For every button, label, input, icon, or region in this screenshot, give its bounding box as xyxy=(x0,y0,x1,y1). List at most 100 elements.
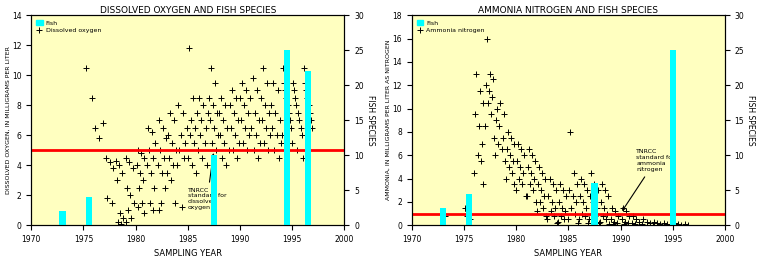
Point xyxy=(439,214,451,218)
Point xyxy=(605,217,617,221)
Point xyxy=(661,222,673,226)
Point xyxy=(123,160,135,164)
Point xyxy=(250,88,263,92)
Point xyxy=(540,176,552,181)
Y-axis label: FISH SPECIES: FISH SPECIES xyxy=(747,95,756,145)
Point xyxy=(101,196,113,200)
Point xyxy=(622,221,634,225)
Point xyxy=(479,83,492,87)
Point xyxy=(476,182,489,186)
Point xyxy=(110,159,122,163)
Point xyxy=(470,112,482,116)
Point xyxy=(253,118,265,122)
Point xyxy=(578,182,590,186)
Point xyxy=(597,206,610,210)
Point xyxy=(513,176,525,181)
Point xyxy=(654,222,666,226)
Point xyxy=(488,136,500,140)
Point xyxy=(277,66,289,70)
Point xyxy=(258,141,270,145)
Point xyxy=(501,130,514,134)
Point xyxy=(301,96,313,100)
Point xyxy=(521,165,533,169)
Point xyxy=(284,118,296,122)
Point xyxy=(113,163,125,167)
Point xyxy=(504,153,516,157)
Point xyxy=(672,222,684,226)
Point xyxy=(260,126,272,130)
Point xyxy=(132,205,144,209)
Point xyxy=(126,216,138,220)
Point xyxy=(575,176,587,181)
Point xyxy=(235,118,247,122)
Point xyxy=(205,66,217,70)
Point xyxy=(289,96,301,100)
X-axis label: SAMPLING YEAR: SAMPLING YEAR xyxy=(534,249,602,258)
Point xyxy=(285,126,298,130)
Point xyxy=(638,217,650,221)
Text: TNRCC
standard for
ammonia
nitrogen: TNRCC standard for ammonia nitrogen xyxy=(622,149,675,210)
Point xyxy=(569,200,581,204)
Point xyxy=(205,141,218,145)
Point xyxy=(196,118,208,122)
Point xyxy=(511,159,524,163)
Point xyxy=(556,206,568,210)
Point xyxy=(149,141,161,145)
Point xyxy=(172,103,184,107)
Point xyxy=(200,163,212,167)
Point xyxy=(549,206,561,210)
Point xyxy=(470,72,482,76)
Point xyxy=(524,182,536,186)
Point xyxy=(594,200,607,204)
Point xyxy=(306,126,318,130)
Point xyxy=(503,165,515,169)
Point xyxy=(530,200,542,204)
Point xyxy=(534,200,546,204)
Point xyxy=(207,103,219,107)
Point xyxy=(154,148,166,152)
Point xyxy=(168,118,180,122)
Point xyxy=(501,147,513,152)
Point xyxy=(267,81,279,85)
Point xyxy=(287,81,299,85)
Point xyxy=(506,171,518,175)
Point xyxy=(209,81,221,85)
Point xyxy=(162,133,174,137)
Point xyxy=(527,188,539,192)
Point xyxy=(231,155,243,160)
Point xyxy=(141,163,153,167)
Point xyxy=(252,155,264,160)
Point xyxy=(619,209,632,213)
Point xyxy=(521,194,533,198)
Legend: Fish, Dissolved oxygen: Fish, Dissolved oxygen xyxy=(34,18,103,35)
Point xyxy=(495,101,507,105)
Point xyxy=(500,176,512,181)
Point xyxy=(669,221,681,225)
Point xyxy=(549,188,562,192)
Point xyxy=(286,141,298,145)
Point xyxy=(161,171,173,175)
Point xyxy=(512,142,524,146)
Point xyxy=(134,171,146,175)
Point xyxy=(485,112,497,116)
Point xyxy=(589,214,601,218)
Point xyxy=(574,194,586,198)
Point xyxy=(250,133,262,137)
Bar xyxy=(211,155,217,225)
Point xyxy=(613,214,625,218)
Point xyxy=(626,221,638,225)
Point xyxy=(272,88,284,92)
Point xyxy=(599,188,611,192)
Point xyxy=(572,221,584,225)
Point xyxy=(222,148,234,152)
Point xyxy=(629,222,642,226)
Point xyxy=(603,222,615,226)
Point xyxy=(300,88,312,92)
Point xyxy=(295,126,307,130)
Point xyxy=(473,124,485,128)
Point xyxy=(103,160,116,164)
Legend: Fish, Ammonia nitrogen: Fish, Ammonia nitrogen xyxy=(415,18,486,35)
Point xyxy=(596,182,608,186)
Point xyxy=(114,211,126,215)
Point xyxy=(79,66,91,70)
